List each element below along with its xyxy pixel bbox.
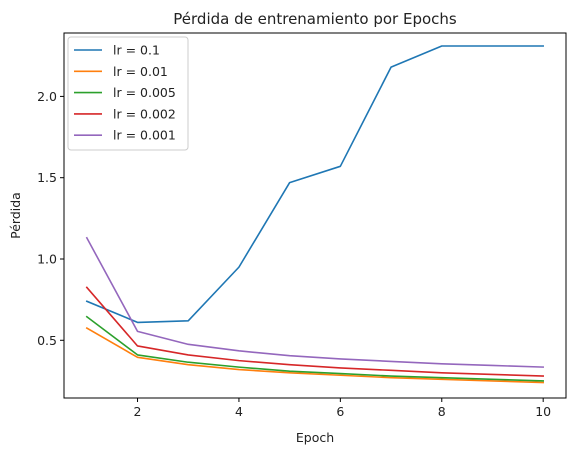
y-tick-label: 1.0 <box>37 251 57 266</box>
chart-title: Pérdida de entrenamiento por Epochs <box>173 10 457 28</box>
y-tick-label: 2.0 <box>37 89 57 104</box>
series-line-1 <box>85 45 544 324</box>
legend-label: lr = 0.002 <box>113 106 176 121</box>
series-line-3 <box>85 315 545 382</box>
x-tick-label: 6 <box>336 404 344 419</box>
legend-label: lr = 0.1 <box>113 43 160 58</box>
x-tick-label: 8 <box>438 404 446 419</box>
x-tick-label: 10 <box>535 404 551 419</box>
legend: lr = 0.1 lr = 0.01 lr = 0.005 lr = 0.002 lr … <box>67 36 189 151</box>
x-tick-label: 4 <box>235 404 243 419</box>
series-layer <box>85 45 545 384</box>
series-line-5 <box>85 236 545 368</box>
y-tick-label: 1.5 <box>37 170 57 185</box>
plot-area-frame <box>63 32 567 399</box>
legend-label: lr = 0.005 <box>113 85 176 100</box>
y-tick-label: 0.5 <box>37 333 57 348</box>
legend-box <box>67 36 189 151</box>
legend-label: lr = 0.01 <box>113 64 168 79</box>
x-tick-label: 2 <box>134 404 142 419</box>
series-line-4 <box>85 286 545 377</box>
legend-label: lr = 0.001 <box>113 128 176 143</box>
x-axis: 2 4 6 8 10 <box>134 398 551 419</box>
x-axis-title: Epoch <box>296 430 334 445</box>
series-line-2 <box>85 326 545 384</box>
y-axis: 0.5 1.0 1.5 2.0 <box>37 89 64 348</box>
y-axis-title: Pérdida <box>8 192 23 239</box>
